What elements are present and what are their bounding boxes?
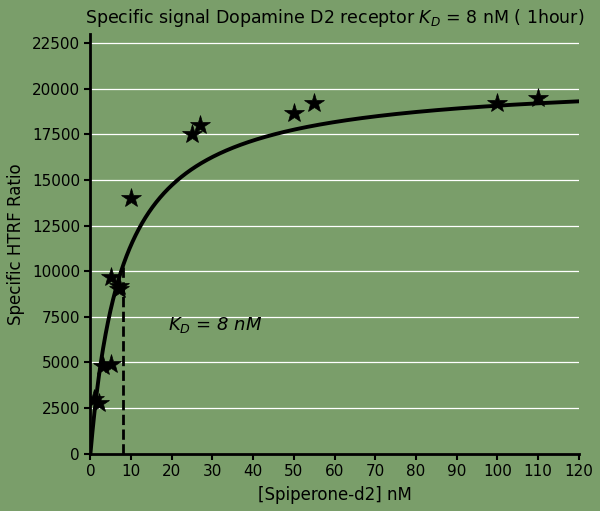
Title: Specific signal Dopamine D2 receptor $K_D$ = 8 nM ( 1hour): Specific signal Dopamine D2 receptor $K_… xyxy=(85,7,584,29)
Text: $K_D$ = 8 nM: $K_D$ = 8 nM xyxy=(168,315,262,335)
X-axis label: [Spiperone-d2] nM: [Spiperone-d2] nM xyxy=(257,486,412,504)
Y-axis label: Specific HTRF Ratio: Specific HTRF Ratio xyxy=(7,163,25,324)
